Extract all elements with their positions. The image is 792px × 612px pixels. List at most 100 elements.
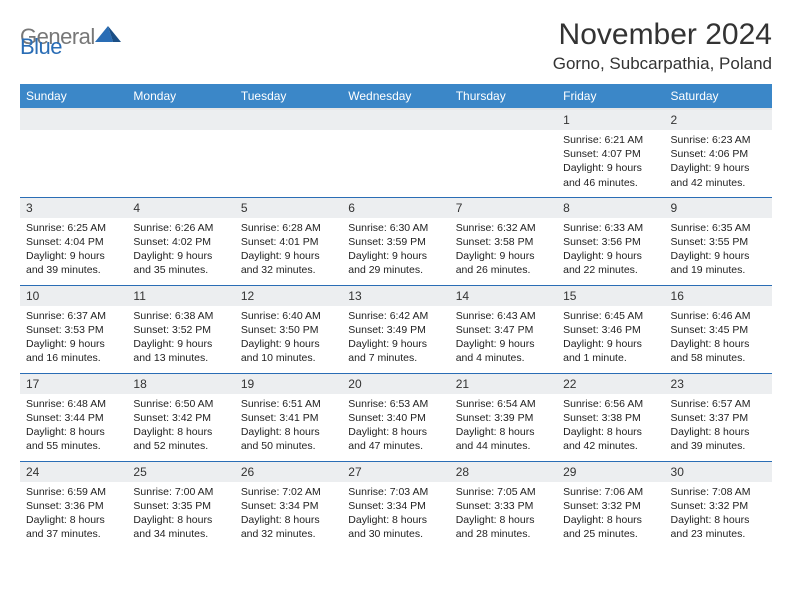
calendar-day-cell: 6Sunrise: 6:30 AMSunset: 3:59 PMDaylight… [342,197,449,285]
empty-day-header [20,110,127,130]
day-number: 14 [450,286,557,306]
day-number: 3 [20,198,127,218]
calendar-day-cell: 1Sunrise: 6:21 AMSunset: 4:07 PMDaylight… [557,109,664,197]
calendar-day-cell: 3Sunrise: 6:25 AMSunset: 4:04 PMDaylight… [20,197,127,285]
calendar-header-row: SundayMondayTuesdayWednesdayThursdayFrid… [20,84,772,109]
calendar-day-cell: 18Sunrise: 6:50 AMSunset: 3:42 PMDayligh… [127,373,234,461]
calendar-body: 1Sunrise: 6:21 AMSunset: 4:07 PMDaylight… [20,109,772,549]
day-details: Sunrise: 7:00 AMSunset: 3:35 PMDaylight:… [127,482,234,546]
day-number: 17 [20,374,127,394]
calendar-day-cell [20,109,127,197]
weekday-header: Sunday [20,84,127,109]
day-details: Sunrise: 6:54 AMSunset: 3:39 PMDaylight:… [450,394,557,458]
weekday-header: Thursday [450,84,557,109]
logo-text-blue: Blue [20,34,62,59]
empty-day-header [450,110,557,130]
weekday-header: Tuesday [235,84,342,109]
month-title: November 2024 [553,18,772,52]
calendar-day-cell: 7Sunrise: 6:32 AMSunset: 3:58 PMDaylight… [450,197,557,285]
day-details: Sunrise: 6:21 AMSunset: 4:07 PMDaylight:… [557,130,664,194]
calendar-day-cell [342,109,449,197]
day-number: 20 [342,374,449,394]
day-number: 18 [127,374,234,394]
title-block: November 2024 Gorno, Subcarpathia, Polan… [553,18,772,74]
day-details: Sunrise: 6:43 AMSunset: 3:47 PMDaylight:… [450,306,557,370]
day-number: 9 [665,198,772,218]
day-number: 13 [342,286,449,306]
day-number: 11 [127,286,234,306]
day-details: Sunrise: 6:32 AMSunset: 3:58 PMDaylight:… [450,218,557,282]
calendar-day-cell [235,109,342,197]
calendar-day-cell: 28Sunrise: 7:05 AMSunset: 3:33 PMDayligh… [450,461,557,549]
calendar-week-row: 10Sunrise: 6:37 AMSunset: 3:53 PMDayligh… [20,285,772,373]
day-details: Sunrise: 6:26 AMSunset: 4:02 PMDaylight:… [127,218,234,282]
day-details: Sunrise: 6:23 AMSunset: 4:06 PMDaylight:… [665,130,772,194]
calendar-page: General November 2024 Gorno, Subcarpathi… [0,0,792,559]
page-header: General November 2024 Gorno, Subcarpathi… [20,18,772,74]
day-number: 23 [665,374,772,394]
calendar-day-cell: 29Sunrise: 7:06 AMSunset: 3:32 PMDayligh… [557,461,664,549]
weekday-header: Wednesday [342,84,449,109]
day-number: 10 [20,286,127,306]
calendar-day-cell: 25Sunrise: 7:00 AMSunset: 3:35 PMDayligh… [127,461,234,549]
day-number: 30 [665,462,772,482]
day-number: 26 [235,462,342,482]
day-number: 28 [450,462,557,482]
day-details: Sunrise: 7:03 AMSunset: 3:34 PMDaylight:… [342,482,449,546]
day-details: Sunrise: 6:46 AMSunset: 3:45 PMDaylight:… [665,306,772,370]
calendar-day-cell [127,109,234,197]
day-details: Sunrise: 6:33 AMSunset: 3:56 PMDaylight:… [557,218,664,282]
day-details: Sunrise: 6:57 AMSunset: 3:37 PMDaylight:… [665,394,772,458]
calendar-day-cell: 24Sunrise: 6:59 AMSunset: 3:36 PMDayligh… [20,461,127,549]
day-details: Sunrise: 6:30 AMSunset: 3:59 PMDaylight:… [342,218,449,282]
day-number: 24 [20,462,127,482]
day-number: 27 [342,462,449,482]
calendar-day-cell: 17Sunrise: 6:48 AMSunset: 3:44 PMDayligh… [20,373,127,461]
day-details: Sunrise: 6:48 AMSunset: 3:44 PMDaylight:… [20,394,127,458]
day-number: 12 [235,286,342,306]
calendar-day-cell: 5Sunrise: 6:28 AMSunset: 4:01 PMDaylight… [235,197,342,285]
calendar-day-cell: 14Sunrise: 6:43 AMSunset: 3:47 PMDayligh… [450,285,557,373]
day-details: Sunrise: 7:05 AMSunset: 3:33 PMDaylight:… [450,482,557,546]
day-number: 4 [127,198,234,218]
day-details: Sunrise: 7:06 AMSunset: 3:32 PMDaylight:… [557,482,664,546]
weekday-header: Friday [557,84,664,109]
day-details: Sunrise: 7:08 AMSunset: 3:32 PMDaylight:… [665,482,772,546]
day-number: 16 [665,286,772,306]
day-details: Sunrise: 6:53 AMSunset: 3:40 PMDaylight:… [342,394,449,458]
calendar-day-cell: 11Sunrise: 6:38 AMSunset: 3:52 PMDayligh… [127,285,234,373]
day-number: 6 [342,198,449,218]
calendar-day-cell: 26Sunrise: 7:02 AMSunset: 3:34 PMDayligh… [235,461,342,549]
calendar-week-row: 1Sunrise: 6:21 AMSunset: 4:07 PMDaylight… [20,109,772,197]
calendar-table: SundayMondayTuesdayWednesdayThursdayFrid… [20,84,772,549]
day-details: Sunrise: 6:38 AMSunset: 3:52 PMDaylight:… [127,306,234,370]
day-details: Sunrise: 6:35 AMSunset: 3:55 PMDaylight:… [665,218,772,282]
day-details: Sunrise: 7:02 AMSunset: 3:34 PMDaylight:… [235,482,342,546]
day-number: 1 [557,110,664,130]
calendar-day-cell: 22Sunrise: 6:56 AMSunset: 3:38 PMDayligh… [557,373,664,461]
day-number: 19 [235,374,342,394]
calendar-day-cell: 20Sunrise: 6:53 AMSunset: 3:40 PMDayligh… [342,373,449,461]
calendar-day-cell: 9Sunrise: 6:35 AMSunset: 3:55 PMDaylight… [665,197,772,285]
calendar-day-cell: 27Sunrise: 7:03 AMSunset: 3:34 PMDayligh… [342,461,449,549]
empty-day-header [127,110,234,130]
day-number: 25 [127,462,234,482]
day-details: Sunrise: 6:40 AMSunset: 3:50 PMDaylight:… [235,306,342,370]
calendar-week-row: 24Sunrise: 6:59 AMSunset: 3:36 PMDayligh… [20,461,772,549]
calendar-day-cell: 15Sunrise: 6:45 AMSunset: 3:46 PMDayligh… [557,285,664,373]
day-number: 29 [557,462,664,482]
day-details: Sunrise: 6:42 AMSunset: 3:49 PMDaylight:… [342,306,449,370]
day-details: Sunrise: 6:45 AMSunset: 3:46 PMDaylight:… [557,306,664,370]
day-number: 22 [557,374,664,394]
day-number: 21 [450,374,557,394]
empty-day-header [235,110,342,130]
day-number: 2 [665,110,772,130]
day-details: Sunrise: 6:28 AMSunset: 4:01 PMDaylight:… [235,218,342,282]
weekday-header: Saturday [665,84,772,109]
day-number: 7 [450,198,557,218]
calendar-day-cell: 21Sunrise: 6:54 AMSunset: 3:39 PMDayligh… [450,373,557,461]
calendar-day-cell: 12Sunrise: 6:40 AMSunset: 3:50 PMDayligh… [235,285,342,373]
day-details: Sunrise: 6:25 AMSunset: 4:04 PMDaylight:… [20,218,127,282]
day-number: 5 [235,198,342,218]
location-subtitle: Gorno, Subcarpathia, Poland [553,54,772,74]
